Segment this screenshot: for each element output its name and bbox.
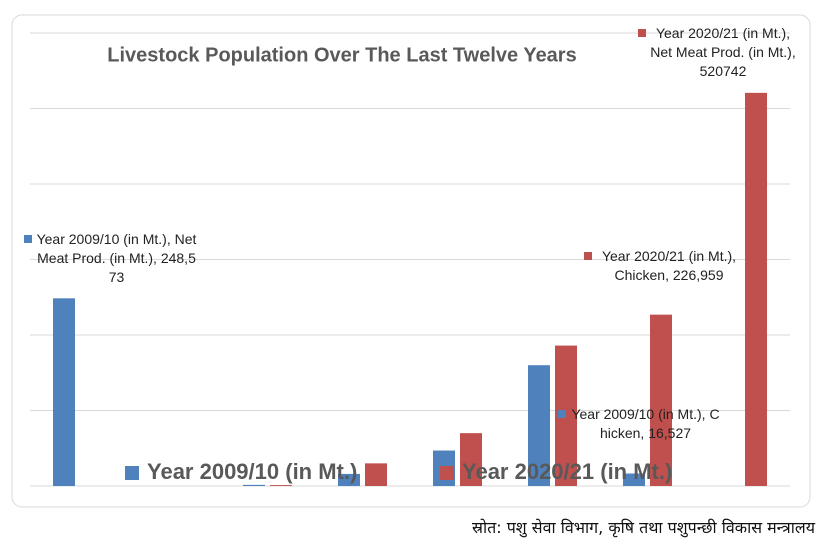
- bar: [53, 298, 75, 486]
- legend-label: Year 2009/10 (in Mt.): [147, 459, 357, 484]
- label-marker: [558, 410, 566, 418]
- chart-frame: [11, 14, 811, 508]
- bar: [460, 433, 482, 486]
- data-label: Year 2009/10 (in Mt.), Chicken, 16,527: [556, 405, 721, 443]
- label-text: Year 2009/10 (in Mt.), Chicken, 16,527: [571, 406, 720, 441]
- bar: [365, 463, 387, 486]
- bar: [528, 365, 550, 486]
- bar: [555, 345, 577, 486]
- source-note: स्रोत: पशु सेवा विभाग, कृषि तथा पशुपन्छी…: [472, 518, 815, 537]
- label-marker: [584, 252, 592, 260]
- bar: [270, 485, 292, 486]
- bar: [650, 314, 672, 486]
- label-marker: [638, 29, 646, 37]
- data-label: Year 2020/21 (in Mt.), Chicken, 226,959: [582, 247, 742, 285]
- label-text: Year 2009/10 (in Mt.), Net Meat Prod. (i…: [36, 231, 197, 285]
- legend-swatch: [440, 466, 454, 480]
- data-label: Year 2020/21 (in Mt.), Net Meat Prod. (i…: [636, 24, 796, 81]
- bar: [745, 92, 767, 487]
- chart-title: Livestock Population Over The Last Twelv…: [107, 44, 576, 66]
- bar: [338, 473, 360, 486]
- data-label: Year 2009/10 (in Mt.), Net Meat Prod. (i…: [22, 230, 197, 287]
- label-text: Year 2020/21 (in Mt.), Chicken, 226,959: [601, 248, 737, 283]
- bar: [623, 473, 645, 486]
- bar: [243, 484, 265, 486]
- legend-swatch: [125, 466, 139, 480]
- legend-label: Year 2020/21 (in Mt.): [462, 459, 672, 484]
- label-text: Year 2020/21 (in Mt.), Net Meat Prod. (i…: [650, 25, 796, 79]
- label-marker: [24, 235, 32, 243]
